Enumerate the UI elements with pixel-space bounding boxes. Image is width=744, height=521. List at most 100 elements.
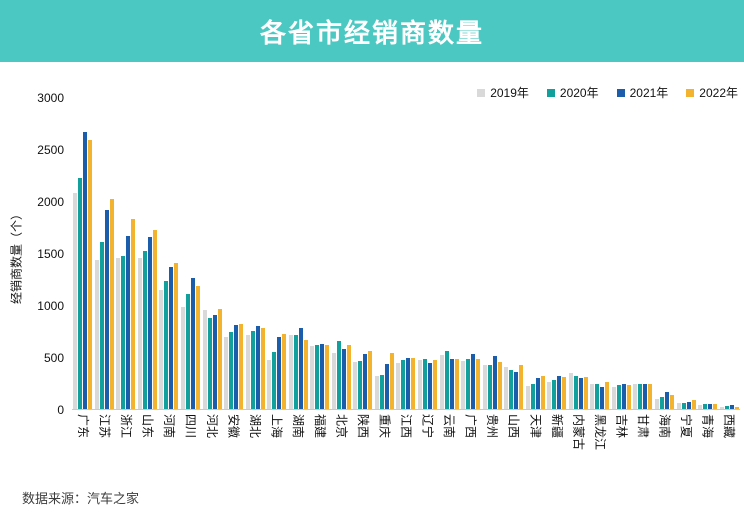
bar-group-辽宁 bbox=[417, 98, 439, 409]
x-label-天津: 天津 bbox=[528, 414, 543, 439]
bar-2020年-浙江 bbox=[121, 256, 126, 409]
bar-2019年-天津 bbox=[525, 386, 530, 409]
bar-group-河南 bbox=[158, 98, 180, 409]
bar-2021年-贵州 bbox=[492, 356, 497, 409]
bar-2022年-湖北 bbox=[260, 328, 265, 409]
bar-2021年-新疆 bbox=[557, 376, 562, 409]
bar-group-青海 bbox=[697, 98, 719, 409]
bar-2020年-江苏 bbox=[99, 242, 104, 409]
bar-2022年-陕西 bbox=[368, 351, 373, 409]
bar-2022年-辽宁 bbox=[433, 360, 438, 409]
bar-2022年-吉林 bbox=[626, 385, 631, 409]
x-label-cell-辽宁: 辽宁 bbox=[417, 414, 439, 476]
bar-2019年-广西 bbox=[461, 361, 466, 409]
x-label-cell-上海: 上海 bbox=[266, 414, 288, 476]
x-label-云南: 云南 bbox=[442, 414, 457, 439]
bar-2019年-吉林 bbox=[611, 387, 616, 409]
bar-2020年-湖南 bbox=[293, 335, 298, 409]
bar-2019年-湖南 bbox=[288, 335, 293, 409]
x-label-新疆: 新疆 bbox=[549, 414, 564, 439]
x-label-cell-重庆: 重庆 bbox=[374, 414, 396, 476]
bar-2019年-辽宁 bbox=[418, 360, 423, 409]
bar-2020年-贵州 bbox=[487, 365, 492, 409]
x-label-cell-湖北: 湖北 bbox=[244, 414, 266, 476]
bar-2022年-西藏 bbox=[734, 407, 739, 409]
x-label-河北: 河北 bbox=[205, 414, 220, 439]
legend-label: 2021年 bbox=[629, 86, 669, 100]
bar-2022年-安徽 bbox=[239, 324, 244, 409]
bar-2019年-北京 bbox=[331, 353, 336, 409]
bar-2022年-上海 bbox=[282, 334, 287, 409]
x-label-湖南: 湖南 bbox=[291, 414, 306, 439]
bar-2021年-广东 bbox=[83, 132, 88, 409]
bar-2022年-新疆 bbox=[562, 377, 567, 409]
bar-2019年-重庆 bbox=[374, 376, 379, 409]
bar-2021年-青海 bbox=[708, 404, 713, 409]
bar-group-海南 bbox=[654, 98, 676, 409]
bar-2022年-江西 bbox=[411, 358, 416, 409]
bar-group-广西 bbox=[460, 98, 482, 409]
bar-2021年-四川 bbox=[191, 278, 195, 409]
bar-2019年-山东 bbox=[137, 258, 142, 409]
bar-2021年-天津 bbox=[535, 378, 540, 409]
bar-group-江苏 bbox=[94, 98, 116, 409]
bar-2021年-浙江 bbox=[126, 236, 131, 409]
x-label-cell-贵州: 贵州 bbox=[481, 414, 503, 476]
bar-group-湖北 bbox=[244, 98, 266, 409]
bar-2019年-内蒙古 bbox=[568, 373, 573, 409]
bar-group-贵州 bbox=[481, 98, 503, 409]
bar-2020年-四川 bbox=[186, 294, 190, 409]
x-label-cell-云南: 云南 bbox=[438, 414, 460, 476]
bar-group-河北 bbox=[201, 98, 223, 409]
x-label-贵州: 贵州 bbox=[485, 414, 500, 439]
legend-item-2022年: 2022年 bbox=[686, 84, 738, 101]
x-label-cell-四川: 四川 bbox=[180, 414, 202, 476]
bar-2020年-山东 bbox=[142, 251, 147, 409]
x-label-四川: 四川 bbox=[183, 414, 198, 439]
x-label-cell-山西: 山西 bbox=[503, 414, 525, 476]
bar-2019年-湖北 bbox=[245, 335, 250, 409]
bar-2022年-贵州 bbox=[497, 362, 502, 409]
bar-2020年-青海 bbox=[703, 404, 708, 409]
bar-2021年-海南 bbox=[665, 392, 670, 409]
x-label-广东: 广东 bbox=[75, 414, 90, 439]
bar-2022年-江苏 bbox=[109, 199, 114, 409]
x-axis-labels: 广东 江苏 浙江 山东 河南 四川 河北 安徽 湖北 上海 湖南 福建 北京 陕西 重庆 江西 辽宁 云南 广西 贵州… bbox=[72, 414, 740, 476]
x-label-湖北: 湖北 bbox=[248, 414, 263, 439]
legend-label: 2022年 bbox=[699, 86, 738, 100]
bar-group-江西 bbox=[395, 98, 417, 409]
x-label-江苏: 江苏 bbox=[97, 414, 112, 439]
x-label-cell-湖南: 湖南 bbox=[287, 414, 309, 476]
x-label-海南: 海南 bbox=[657, 414, 672, 439]
bar-2020年-海南 bbox=[660, 397, 665, 409]
bar-2020年-新疆 bbox=[552, 380, 557, 409]
bar-2019年-西藏 bbox=[719, 407, 724, 409]
bar-group-湖南 bbox=[287, 98, 309, 409]
x-label-重庆: 重庆 bbox=[377, 414, 392, 439]
bar-group-吉林 bbox=[611, 98, 633, 409]
x-label-福建: 福建 bbox=[312, 414, 327, 439]
x-label-cell-江苏: 江苏 bbox=[94, 414, 116, 476]
bar-2022年-黑龙江 bbox=[605, 382, 610, 409]
x-label-cell-甘肃: 甘肃 bbox=[632, 414, 654, 476]
x-label-宁夏: 宁夏 bbox=[679, 414, 694, 439]
bar-2019年-福建 bbox=[310, 346, 315, 409]
bar-2020年-黑龙江 bbox=[595, 384, 600, 409]
bar-2022年-广西 bbox=[476, 359, 481, 409]
bar-group-云南 bbox=[438, 98, 460, 409]
x-label-cell-江西: 江西 bbox=[395, 414, 417, 476]
x-label-cell-浙江: 浙江 bbox=[115, 414, 137, 476]
x-label-辽宁: 辽宁 bbox=[420, 414, 435, 439]
bar-2019年-贵州 bbox=[482, 365, 487, 409]
x-label-河南: 河南 bbox=[161, 414, 176, 439]
x-label-cell-福建: 福建 bbox=[309, 414, 331, 476]
bar-group-甘肃 bbox=[632, 98, 654, 409]
bar-2021年-福建 bbox=[320, 344, 325, 409]
legend-item-2021年: 2021年 bbox=[616, 84, 669, 101]
bar-2019年-山西 bbox=[504, 367, 509, 409]
bar-group-北京 bbox=[331, 98, 353, 409]
bar-2020年-云南 bbox=[444, 351, 449, 409]
bar-group-安徽 bbox=[223, 98, 245, 409]
legend-swatch-icon bbox=[686, 88, 695, 97]
bar-2020年-广西 bbox=[466, 359, 471, 409]
